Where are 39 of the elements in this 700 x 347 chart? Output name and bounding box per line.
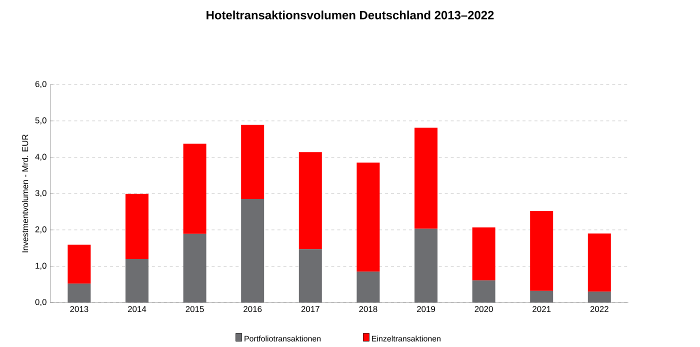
bar xyxy=(588,234,611,292)
bar xyxy=(241,199,264,303)
x-tick-label: 2019 xyxy=(417,306,436,312)
bar xyxy=(530,290,554,303)
bar xyxy=(125,194,148,260)
y-tick-label: 6,0 xyxy=(35,81,46,88)
y-tick-label: 4,0 xyxy=(35,154,46,161)
bar xyxy=(68,244,91,284)
bar xyxy=(241,124,264,200)
bar xyxy=(298,249,322,303)
x-tick-label: 2020 xyxy=(474,306,493,312)
y-tick-label: 3,0 xyxy=(35,190,46,198)
x-tick-label: 2014 xyxy=(128,306,146,312)
bar xyxy=(414,228,438,303)
y-tick-label: 0,0 xyxy=(35,299,46,306)
x-tick-label: 2022 xyxy=(590,306,608,312)
y-tick-label: 2,0 xyxy=(35,226,46,234)
x-tick-label: 2017 xyxy=(301,306,320,312)
chart-title: Hoteltransaktionsvolumen Deutschland 2013–2022 xyxy=(206,10,494,20)
bar xyxy=(68,284,91,303)
bar xyxy=(472,280,496,303)
bar xyxy=(414,128,438,229)
bar xyxy=(183,234,206,303)
y-axis-title: Investmentvolumen - Mrd. EUR xyxy=(22,134,28,252)
bar xyxy=(588,292,611,303)
y-tick-label: 5,0 xyxy=(35,117,46,124)
bar xyxy=(125,259,148,303)
x-tick-label: 2021 xyxy=(532,306,551,312)
bar xyxy=(356,162,380,272)
bar xyxy=(472,227,496,280)
y-tick-label: 1,0 xyxy=(36,262,46,270)
bar xyxy=(298,152,322,250)
bar xyxy=(530,211,554,291)
x-tick-label: 2016 xyxy=(244,306,262,312)
bar xyxy=(183,144,206,234)
x-tick-label: 2015 xyxy=(186,306,204,312)
x-tick-label: 2013 xyxy=(70,306,88,312)
x-tick-label: 2018 xyxy=(359,306,378,312)
bar xyxy=(356,272,380,303)
